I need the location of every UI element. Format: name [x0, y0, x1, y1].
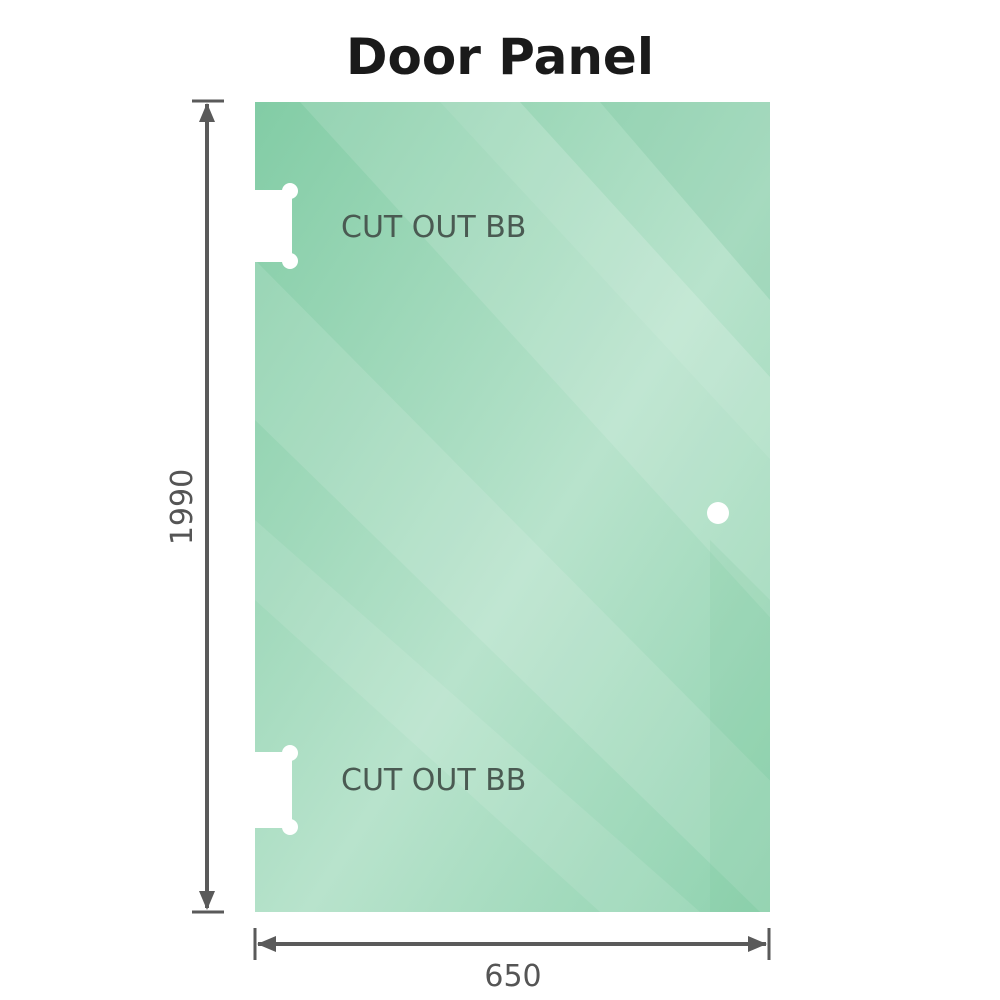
glass-reflections: [255, 102, 770, 912]
cutout-top-label: CUT OUT BB: [341, 210, 526, 245]
width-label: 650: [484, 959, 541, 994]
width-dimension: [253, 928, 771, 960]
height-label: 1990: [165, 469, 200, 545]
cutout-bottom: [250, 745, 298, 835]
cutout-top: [250, 183, 298, 269]
diagram-title: Door Panel: [346, 28, 654, 86]
handle-hole: [707, 502, 729, 524]
cutout-bottom-label: CUT OUT BB: [341, 763, 526, 798]
glass-panel: [250, 102, 770, 912]
height-dimension: [192, 99, 224, 914]
